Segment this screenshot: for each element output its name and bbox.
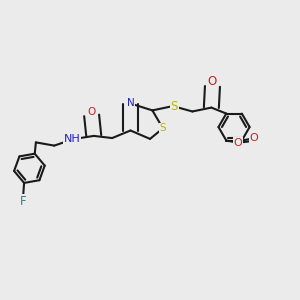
Text: O: O [234, 138, 242, 148]
Text: O: O [208, 75, 217, 88]
Text: NH: NH [63, 134, 80, 144]
Text: N: N [127, 98, 134, 109]
Text: S: S [160, 123, 166, 134]
Text: S: S [171, 100, 178, 112]
Text: O: O [249, 133, 258, 143]
Text: O: O [88, 107, 96, 117]
Text: F: F [20, 195, 26, 208]
